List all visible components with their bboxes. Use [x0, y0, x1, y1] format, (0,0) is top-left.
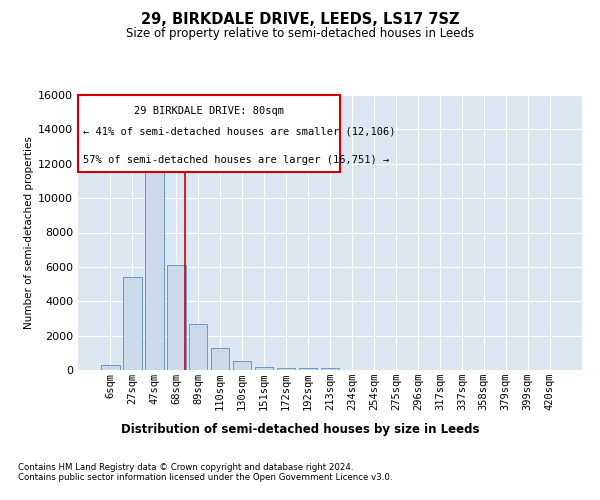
Text: Distribution of semi-detached houses by size in Leeds: Distribution of semi-detached houses by …	[121, 422, 479, 436]
Text: 29 BIRKDALE DRIVE: 80sqm: 29 BIRKDALE DRIVE: 80sqm	[134, 106, 284, 116]
Bar	[145, 157, 164, 370]
Y-axis label: Number of semi-detached properties: Number of semi-detached properties	[24, 136, 34, 329]
Text: 57% of semi-detached houses are larger (16,751) →: 57% of semi-detached houses are larger (…	[83, 156, 389, 166]
Bar	[299, 368, 317, 370]
Bar	[211, 348, 229, 370]
Bar	[320, 368, 340, 370]
Bar	[101, 365, 119, 370]
Bar	[233, 360, 251, 370]
Bar	[255, 366, 274, 370]
Text: ← 41% of semi-detached houses are smaller (12,106): ← 41% of semi-detached houses are smalle…	[83, 127, 395, 137]
FancyBboxPatch shape	[78, 95, 340, 172]
Bar	[123, 277, 142, 370]
Bar	[277, 368, 295, 370]
Text: Size of property relative to semi-detached houses in Leeds: Size of property relative to semi-detach…	[126, 28, 474, 40]
Text: 29, BIRKDALE DRIVE, LEEDS, LS17 7SZ: 29, BIRKDALE DRIVE, LEEDS, LS17 7SZ	[141, 12, 459, 28]
Text: Contains HM Land Registry data © Crown copyright and database right 2024.
Contai: Contains HM Land Registry data © Crown c…	[18, 462, 392, 482]
Bar	[189, 324, 208, 370]
Bar	[167, 265, 185, 370]
